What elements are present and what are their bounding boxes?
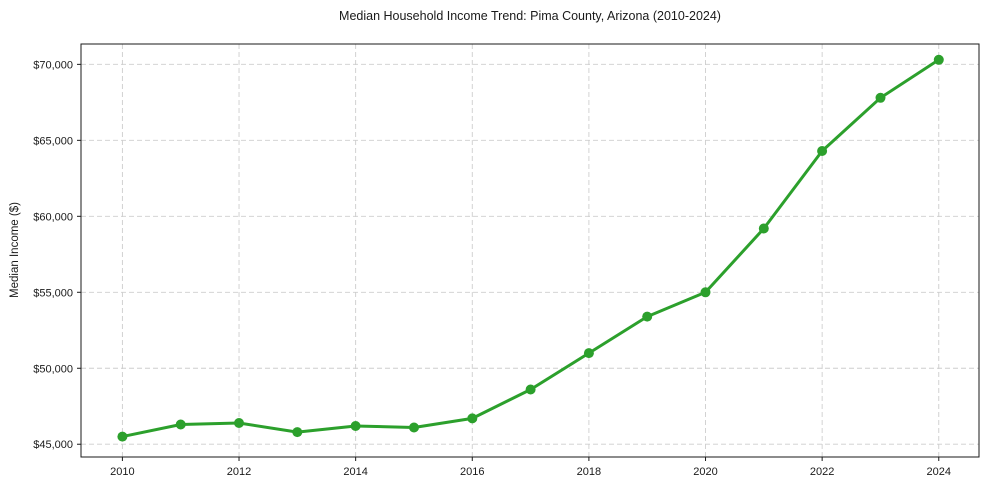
x-tick-label: 2016 [460, 466, 484, 478]
data-point-marker [409, 422, 419, 433]
data-point-marker [700, 287, 711, 298]
x-tick-label: 2014 [343, 466, 367, 478]
x-tick-label: 2010 [110, 466, 134, 478]
data-point-marker [175, 419, 186, 430]
y-axis-label: Median Income ($) [9, 202, 21, 298]
x-tick-label: 2022 [810, 466, 834, 478]
x-tick-label: 2020 [693, 466, 717, 478]
data-point-marker [525, 384, 536, 395]
y-tick-label: $50,000 [33, 363, 73, 375]
data-point-marker [817, 146, 828, 156]
data-point-marker [933, 54, 944, 65]
data-point-marker [292, 427, 303, 438]
data-point-marker [758, 223, 769, 234]
y-tick-label: $65,000 [33, 135, 73, 147]
data-point-marker [642, 311, 653, 322]
data-point-marker [875, 92, 886, 103]
data-point-marker [350, 421, 361, 431]
y-tick-label: $55,000 [33, 287, 73, 299]
y-tick-label: $70,000 [33, 59, 73, 71]
y-tick-label: $60,000 [33, 211, 73, 223]
x-tick-label: 2012 [227, 466, 251, 478]
data-point-marker [467, 413, 478, 424]
data-point-marker [583, 348, 594, 359]
x-tick-label: 2024 [927, 466, 951, 478]
y-tick-label: $45,000 [33, 439, 73, 451]
x-tick-label: 2018 [577, 466, 601, 478]
data-point-marker [117, 431, 128, 442]
plot-border [80, 43, 980, 458]
trend-line [120, 58, 941, 439]
data-point-marker [234, 418, 244, 428]
chart-title: Median Household Income Trend: Pima Coun… [339, 9, 721, 23]
